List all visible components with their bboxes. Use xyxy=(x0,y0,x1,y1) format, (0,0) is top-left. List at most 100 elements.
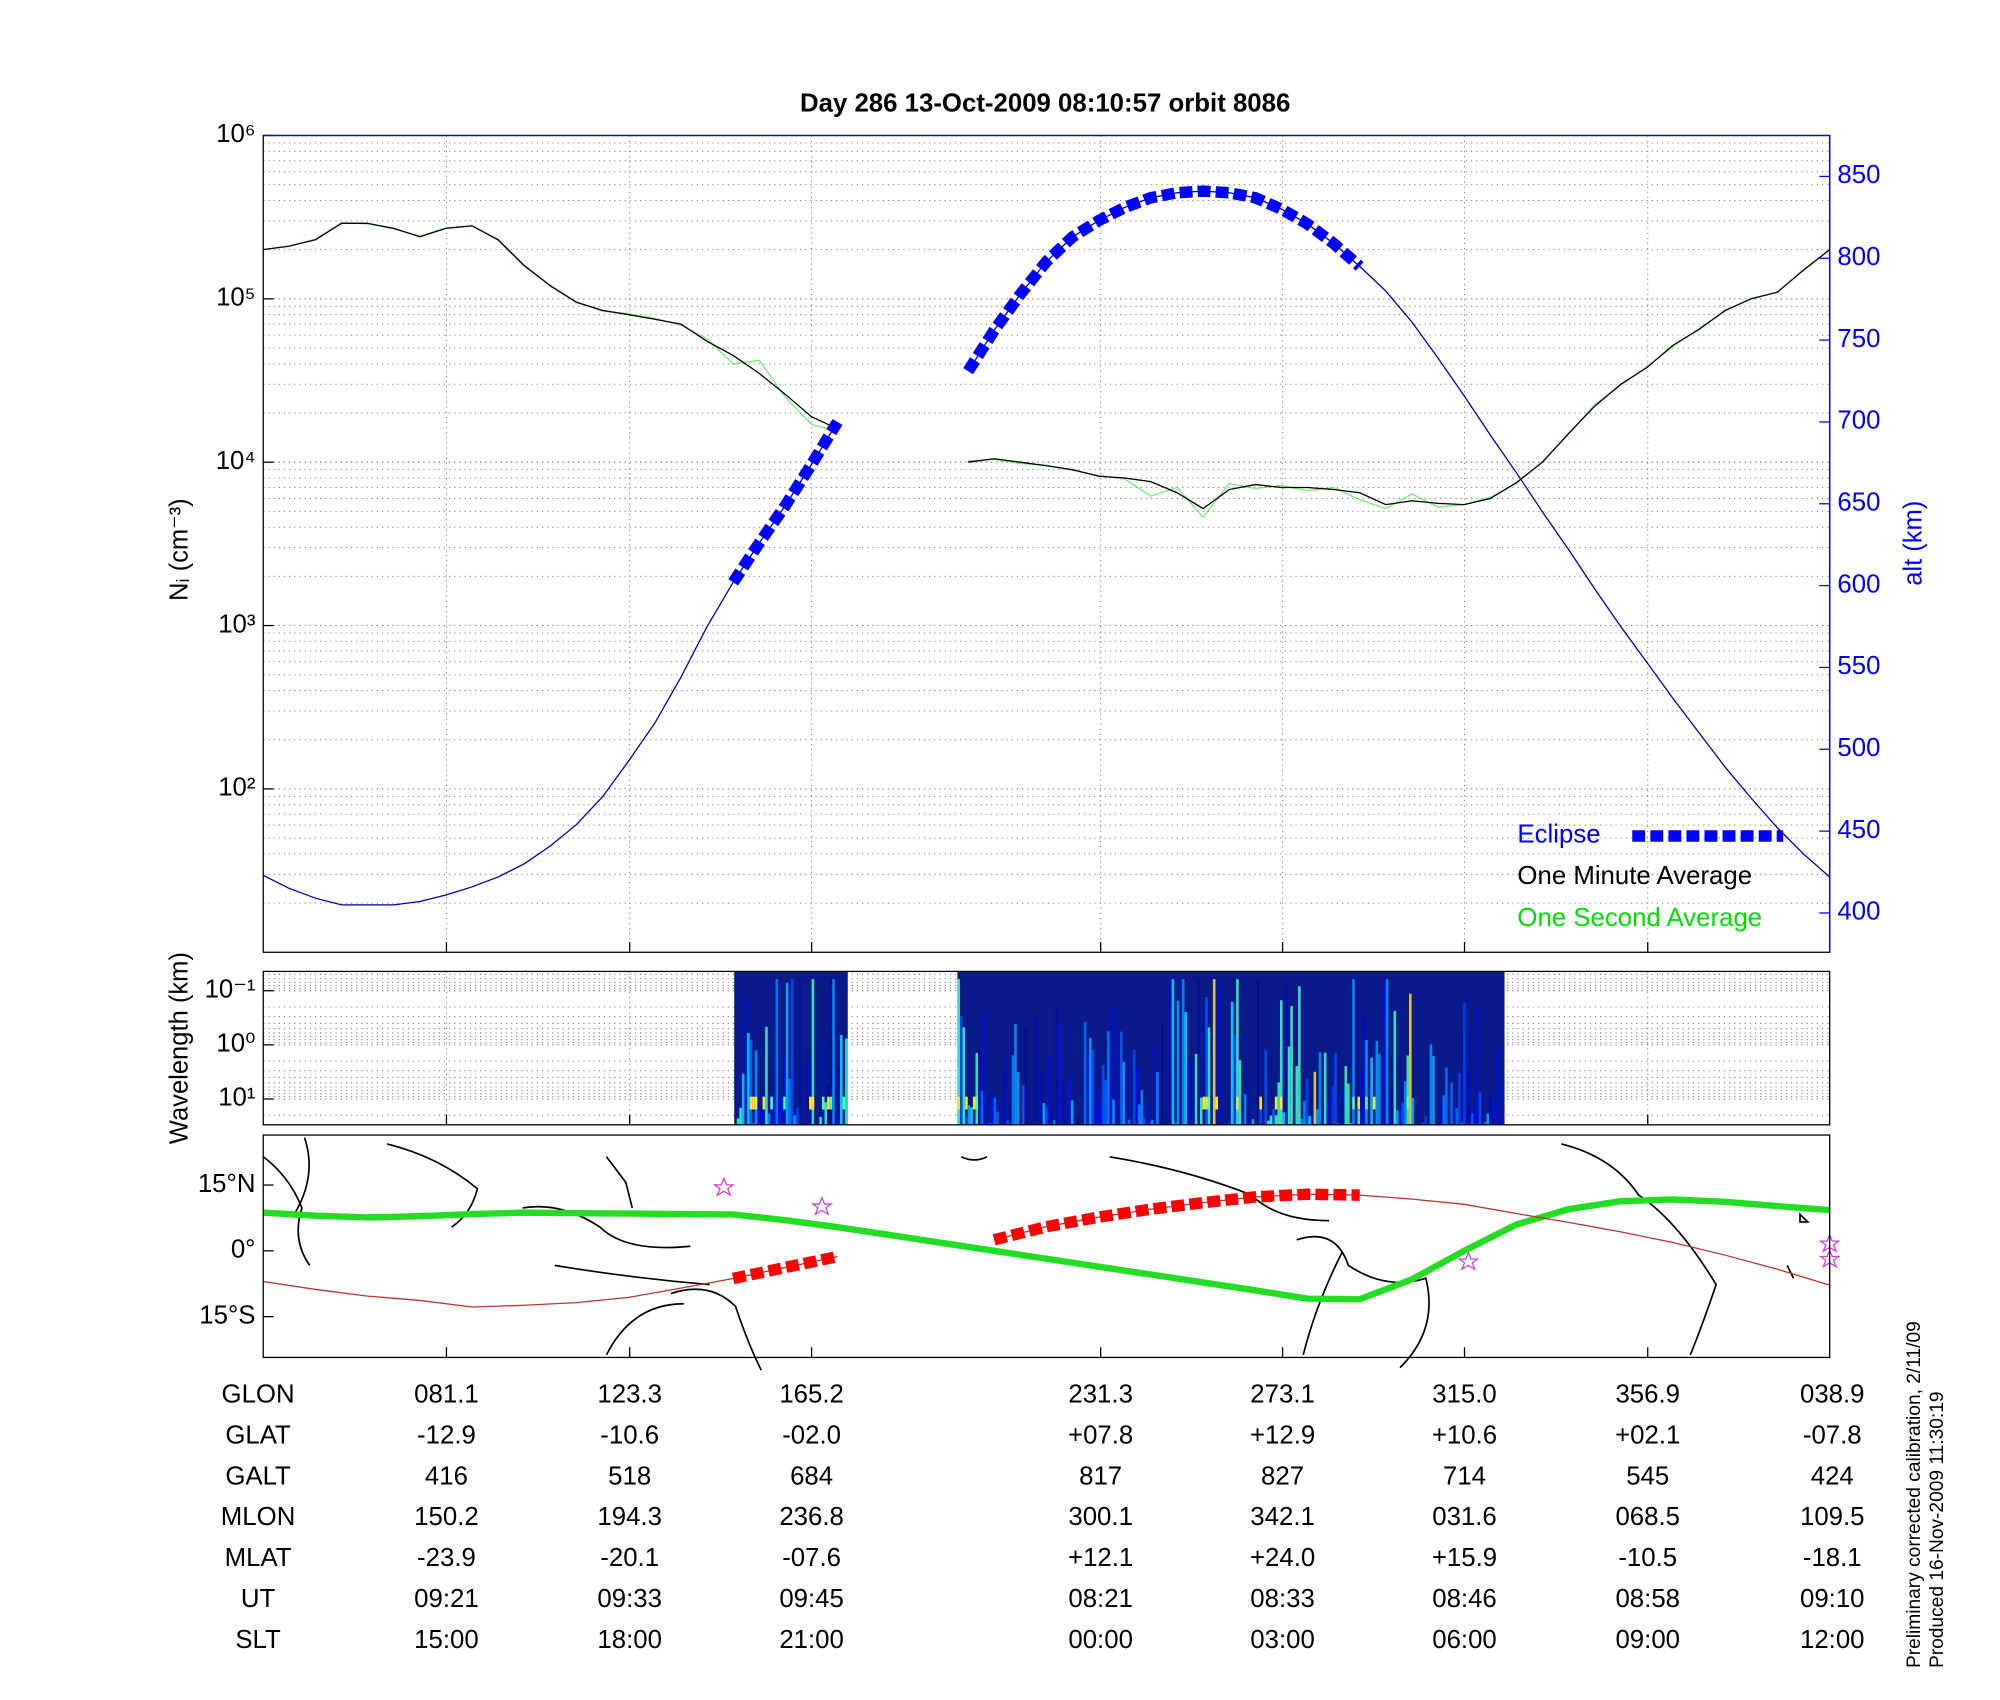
spectrogram-cell xyxy=(1326,1100,1330,1125)
track-line xyxy=(263,1196,1830,1303)
spectrogram-cell xyxy=(1470,1113,1474,1125)
spectrogram-cell xyxy=(1068,1077,1071,1125)
spectrogram-cell xyxy=(1083,1021,1087,1125)
spectrogram-cell xyxy=(1009,1105,1012,1125)
spectrogram-cell xyxy=(1200,1097,1203,1125)
spectrogram-cell xyxy=(1468,1030,1471,1125)
spectrogram-cell xyxy=(785,982,789,1125)
y2-tick-label: 650 xyxy=(1837,489,1880,517)
spectrogram-cell xyxy=(1099,1098,1102,1125)
table-cell: +10.6 xyxy=(1432,1422,1497,1450)
spectrogram-cell xyxy=(1501,1079,1505,1125)
spectrogram-cell xyxy=(1189,1057,1193,1125)
spectrogram-cell xyxy=(767,1113,771,1125)
table-cell: +12.1 xyxy=(1068,1544,1133,1572)
spectrogram-cell xyxy=(834,1114,838,1125)
y2-tick-label: 600 xyxy=(1837,570,1880,598)
spectrogram-cell xyxy=(798,979,802,1125)
spectrogram-cell xyxy=(757,1102,760,1125)
table-cell: 236.8 xyxy=(779,1503,844,1531)
spectrogram-cell xyxy=(1445,1067,1448,1125)
spectrogram-cell xyxy=(1215,1096,1219,1110)
spectrogram-cell xyxy=(1310,1111,1314,1125)
spectrogram-cell xyxy=(1393,1010,1397,1125)
spectrogram-cell xyxy=(1349,1122,1353,1125)
stars xyxy=(712,1176,1841,1271)
coastline xyxy=(960,1156,988,1161)
row-label: GLAT xyxy=(225,1422,291,1450)
table-cell: +02.1 xyxy=(1615,1422,1680,1450)
spectrogram-cell xyxy=(819,1116,822,1125)
row-label: SLT xyxy=(235,1626,281,1654)
spectrogram-cell xyxy=(1259,1108,1262,1125)
spectrogram-cell xyxy=(957,979,960,1125)
spectrogram-cell xyxy=(1223,1122,1226,1125)
y2-tick-label: 400 xyxy=(1837,898,1880,926)
spectrogram-cell xyxy=(1040,1073,1043,1125)
spectrogram-cell xyxy=(754,1050,758,1125)
series-line xyxy=(262,190,1831,906)
spectrogram-cell xyxy=(985,1121,989,1125)
y2-tick-label: 700 xyxy=(1837,407,1880,435)
spectrogram-cell xyxy=(749,1096,753,1110)
spectrogram-cell xyxy=(975,1096,979,1110)
table-cell: -20.1 xyxy=(600,1544,659,1572)
spectrogram-cell xyxy=(1192,1115,1195,1125)
spectrogram-cell xyxy=(1003,1064,1007,1125)
spectrogram-cell xyxy=(1298,986,1301,1125)
table-cell: +07.8 xyxy=(1068,1422,1133,1450)
table-cell: 714 xyxy=(1443,1462,1486,1490)
row-label: MLON xyxy=(221,1503,296,1531)
spectrogram-cell xyxy=(1034,1016,1038,1125)
spectrogram-cell xyxy=(1127,1119,1131,1125)
spectrogram-cell xyxy=(978,1049,981,1125)
table-cell: 15:00 xyxy=(414,1626,479,1654)
eclipse-track xyxy=(731,1188,1360,1285)
table-cell: 12:00 xyxy=(1800,1626,1865,1654)
spectrogram-cell xyxy=(770,1096,773,1110)
spectrogram-cell xyxy=(793,1115,797,1125)
spectrogram-cell xyxy=(1016,1072,1020,1125)
spectrogram-cell xyxy=(1442,1095,1446,1125)
table-cell: 300.1 xyxy=(1068,1503,1133,1531)
spectrogram-cell xyxy=(752,1096,755,1110)
spectrogram-cell xyxy=(1171,979,1175,1125)
spectrogram-cell xyxy=(1156,1071,1159,1125)
spectrogram-cell xyxy=(957,1096,960,1110)
spectrogram-cell xyxy=(1427,1058,1430,1125)
spectrogram-cell xyxy=(1143,1117,1146,1125)
spectrogram-cell xyxy=(1429,1044,1433,1125)
spectrogram-cell xyxy=(736,1118,740,1125)
spectrogram-cell xyxy=(1341,1092,1345,1125)
spectrogram-cell xyxy=(1024,1027,1028,1125)
spectrogram-cell xyxy=(1212,979,1216,1125)
spectrogram-cell xyxy=(1421,1123,1425,1125)
table-cell: 08:46 xyxy=(1432,1585,1497,1613)
y-tick-label: 10³ xyxy=(218,610,256,638)
table-cell: 09:00 xyxy=(1615,1626,1680,1654)
table-cell: 109.5 xyxy=(1800,1503,1865,1531)
spectrogram-cell xyxy=(1163,1123,1167,1125)
table-cell: 424 xyxy=(1811,1462,1854,1490)
coastline xyxy=(554,1264,710,1286)
spectrogram-cell xyxy=(1153,1045,1157,1125)
spectrogram-cell xyxy=(972,1119,976,1125)
spectrogram-cell xyxy=(1243,1093,1247,1125)
row-label: MLAT xyxy=(225,1544,292,1572)
spectrogram-cell xyxy=(1181,979,1185,1125)
spectrogram-cell xyxy=(1460,1122,1464,1125)
spectrogram-cell xyxy=(1264,1050,1268,1125)
spectrogram-cell xyxy=(1210,1029,1213,1125)
star xyxy=(1457,1250,1480,1271)
spectrogram-cell xyxy=(1290,1006,1293,1125)
spectrogram-cell xyxy=(741,1073,745,1125)
coastline xyxy=(1786,1265,1795,1279)
spectrogram-cell xyxy=(1455,1107,1459,1125)
spectrogram-cell xyxy=(1101,1064,1105,1125)
spectrogram-cell xyxy=(1086,1056,1090,1125)
spectrogram-cell xyxy=(1050,1106,1053,1125)
spectrogram-cell xyxy=(1305,1078,1309,1125)
y2-axis-label: alt (km) xyxy=(1900,501,1928,586)
spectrogram-cell xyxy=(1047,1054,1051,1125)
spectrogram-cell xyxy=(1037,1123,1040,1125)
